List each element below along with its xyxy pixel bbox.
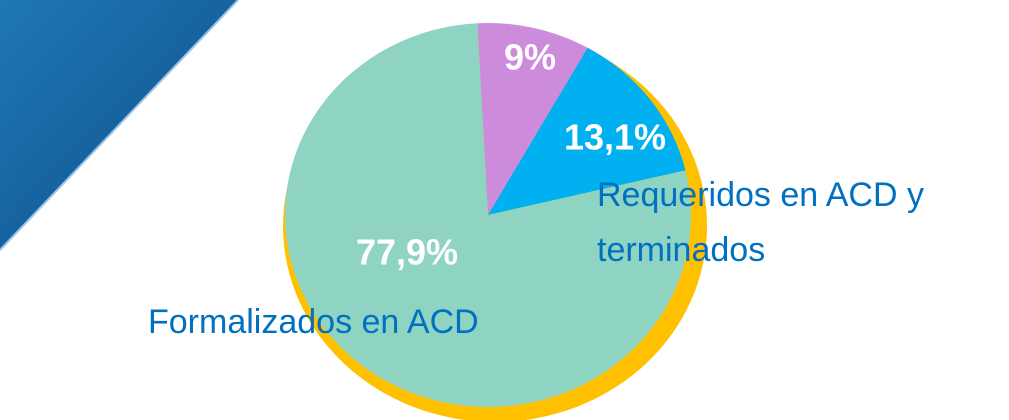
pie: 9%13,1% 77,9% — [283, 23, 707, 420]
corner-edge — [0, 0, 239, 251]
value-label: 77,9% — [356, 232, 458, 273]
category-label: Formalizados en ACD — [148, 303, 479, 341]
pie-slice — [285, 23, 691, 408]
category-label: Requeridos en ACD y terminados — [597, 176, 924, 269]
pie-slice — [488, 47, 686, 216]
pie-slice — [477, 23, 588, 216]
value-label: 13,1% — [564, 117, 666, 158]
value-label: 9% — [504, 37, 556, 78]
